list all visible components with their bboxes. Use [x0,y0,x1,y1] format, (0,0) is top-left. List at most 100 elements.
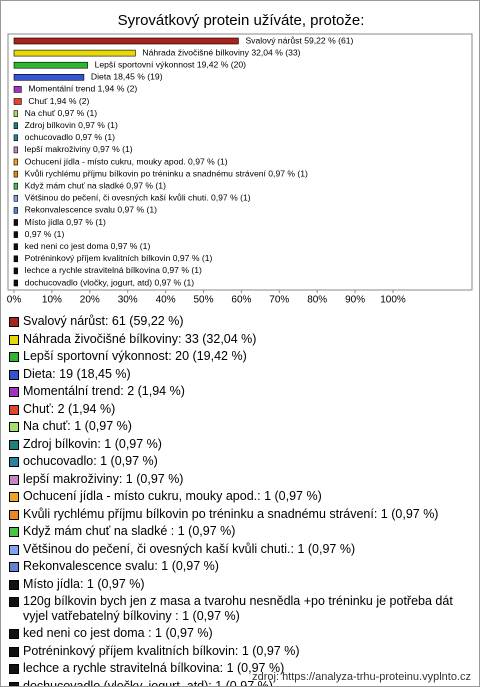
legend-label: Momentální trend: 2 (1,94 %) [23,384,185,398]
bar [13,219,18,226]
legend-label: Rekonvalescence svalu: 1 (0,97 %) [23,559,219,573]
legend-swatch [9,369,19,380]
bar [13,61,88,69]
bar-chart: Syrovátkový protein užíváte, protože: 0%… [7,12,473,306]
legend-swatch [9,492,19,502]
legend-swatch [9,457,19,467]
legend-item: Většinou do pečení, či ovesných kaší kvů… [9,542,471,557]
value-label: Na chuť 0,97 % (1) [25,108,98,118]
x-tick-label: 40% [156,295,176,306]
value-label: Místo jídla 0,97 % (1) [25,217,106,227]
x-tick-label: 20% [80,295,100,306]
legend-item: Kvůli rychlému příjmu bílkovin po trénin… [9,507,471,522]
legend-item: Momentální trend: 2 (1,94 %) [9,384,471,399]
legend-label: Místo jídla: 1 (0,97 %) [23,576,145,591]
value-label: lechce a rychle stravitelná bílkovina 0,… [25,265,202,275]
legend-label: Ochucení jídla - místo cukru, mouky apod… [23,489,322,503]
legend-swatch [9,579,19,590]
legend-swatch [9,422,19,432]
x-tick-label: 0% [7,295,22,306]
bar [13,110,18,117]
legend-item: dochucovadlo (vločky, jogurt, atd): 1 (0… [9,678,471,687]
legend-item: Dieta: 19 (18,45 %) [9,367,471,382]
x-tick-label: 90% [345,295,365,306]
legend-swatch [9,334,19,345]
legend-label: Když mám chuť na sladké : 1 (0,97 %) [23,524,236,538]
value-label: Zdroj bílkovin 0,97 % (1) [25,120,118,130]
legend-label: Lepší sportovní výkonnost: 20 (19,42 %) [23,349,247,363]
legend: Svalový nárůst: 61 (59,22 %) Náhrada živo… [9,314,471,687]
legend-swatch [9,387,19,397]
legend-item: Svalový nárůst: 61 (59,22 %) [9,314,471,329]
legend-label: Na chuť: 1 (0,97 %) [23,419,132,433]
legend-label: Svalový nárůst: 61 (59,22 %) [23,314,184,328]
x-tick-label: 80% [307,295,327,306]
value-label: Dieta 18,45 % (19) [91,72,163,82]
legend-item: Náhrada živočišné bílkoviny: 33 (32,04 %… [9,332,471,347]
bar [13,122,18,129]
bar [13,134,18,142]
bar [13,279,18,287]
value-label: Potréninkový příjem kvalitních bílkovin … [25,253,213,263]
chart-title: Syrovátkový protein užíváte, protože: [118,12,365,29]
value-label: lepší makroživiny 0,97 % (1) [25,144,133,154]
x-tick-label: 30% [118,295,138,306]
legend-item: Na chuť: 1 (0,97 %) [9,419,471,434]
legend-item: Chuť: 2 (1,94 %) [9,402,471,417]
source: zdroj: https://analyza-trhu-proteinu.vyp… [252,671,471,683]
value-label: Svalový nárůst 59,22 % (61) [245,35,353,45]
value-label: Většinou do pečení, či ovesných kaší kvů… [25,193,251,203]
bar [13,146,18,154]
legend-item: Zdroj bílkovin: 1 (0,97 %) [9,437,471,452]
bar [13,182,18,190]
legend-swatch [9,664,19,674]
value-label: 0,97 % (1) [25,229,65,239]
bar [13,267,18,275]
legend-swatch [9,629,19,639]
value-label: Kvůli rychlému příjmu bílkovin po trénin… [25,168,308,178]
x-tick-label: 60% [231,295,251,306]
legend-swatch [9,544,19,555]
legend-label: lepší makroživiny: 1 (0,97 %) [23,471,184,486]
bar [13,74,85,81]
legend-swatch [9,317,19,327]
legend-label: Dieta: 19 (18,45 %) [23,366,131,381]
value-label: Když mám chuť na sladké 0,97 % (1) [25,180,166,190]
legend-item: Rekonvalescence svalu: 1 (0,97 %) [9,559,471,574]
legend-item: ochucovadlo: 1 (0,97 %) [9,454,471,469]
legend-swatch [9,474,19,485]
bar [13,98,22,105]
legend-item: 120g bílkovin bych jen z masa a tvarohu … [9,594,471,623]
bar [13,255,18,263]
legend-label: Zdroj bílkovin: 1 (0,97 %) [23,436,162,451]
legend-label: Kvůli rychlému příjmu bílkovin po trénin… [23,506,439,521]
legend-label: Chuť: 2 (1,94 %) [23,401,116,416]
legend-swatch [9,352,19,362]
legend-item: lepší makroživiny: 1 (0,97 %) [9,472,471,487]
value-label: ochucovadlo 0,97 % (1) [25,132,115,142]
plot-frame [7,33,473,291]
legend-swatch [9,509,19,520]
x-tick-label: 50% [193,295,213,306]
bar [13,49,136,57]
x-tick-label: 100% [380,295,406,306]
x-tick-label: 10% [42,295,62,306]
legend-item: Potréninkový příjem kvalitních bílkovin:… [9,644,471,659]
legend-label: Náhrada živočišné bílkoviny: 33 (32,04 %… [23,331,257,346]
bar [13,86,22,93]
value-label: Ochucení jídla - místo cukru, mouky apod… [25,156,228,166]
value-label: Rekonvalescence svalu 0,97 % (1) [25,205,157,215]
legend-swatch [9,527,19,537]
value-label: Lepší sportovní výkonnost 19,42 % (20) [95,59,247,69]
bar [13,195,18,202]
legend-label: Většinou do pečení, či ovesných kaší kvů… [23,541,356,556]
legend-swatch [9,597,19,607]
bar [13,158,18,166]
legend-label: lechce a rychle stravitelná bílkovina: 1… [23,661,285,675]
legend-swatch [9,681,19,686]
legend-swatch [9,404,19,415]
value-label: Náhrada živočišné bílkoviny 32,04 % (33) [142,47,300,57]
legend-item: lechce a rychle stravitelná bílkovina: 1… [9,661,471,676]
legend-label: dochucovadlo (vločky, jogurt, atd): 1 (0… [23,678,273,687]
